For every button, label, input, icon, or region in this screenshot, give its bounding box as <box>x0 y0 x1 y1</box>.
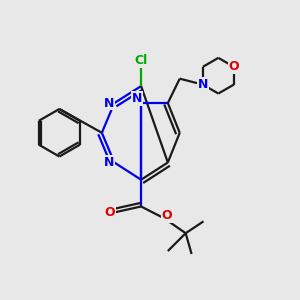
Text: N: N <box>131 92 142 105</box>
Text: N: N <box>198 78 208 91</box>
Text: O: O <box>105 206 115 219</box>
Text: O: O <box>229 60 239 73</box>
Text: Cl: Cl <box>134 54 148 67</box>
Text: O: O <box>161 209 172 222</box>
Text: N: N <box>104 97 114 110</box>
Text: N: N <box>104 156 114 169</box>
